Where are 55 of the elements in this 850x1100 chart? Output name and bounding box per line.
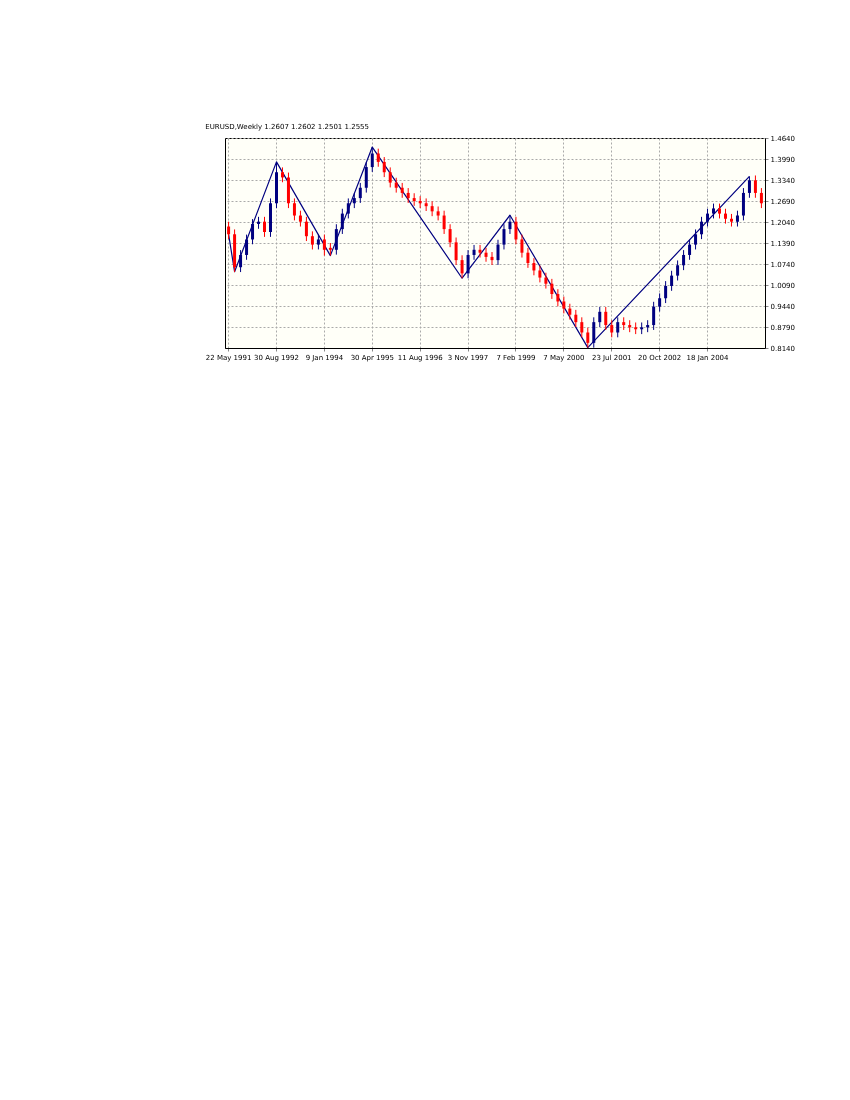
candlestick: [442, 210, 446, 235]
candlestick: [652, 301, 656, 331]
candlestick: [502, 223, 506, 250]
candlestick: [508, 214, 512, 235]
candlestick: [239, 249, 243, 273]
candlestick: [580, 316, 584, 338]
candlestick: [616, 316, 620, 338]
candlestick: [430, 200, 434, 217]
candlestick: [388, 166, 392, 188]
candlestick: [544, 272, 548, 290]
candlestick: [682, 249, 686, 271]
candlestick: [514, 216, 518, 245]
candlestick: [532, 257, 536, 276]
candlestick: [382, 156, 386, 178]
candlestick: [753, 174, 757, 199]
candlestick: [346, 197, 350, 219]
candlestick: [496, 239, 500, 266]
candlestick: [454, 237, 458, 266]
candlestick: [472, 244, 476, 261]
candlestick: [658, 292, 662, 312]
candlestick: [694, 228, 698, 250]
candlestick: [263, 216, 267, 238]
candlestick: [598, 306, 602, 328]
candlestick: [448, 223, 452, 248]
candlestick: [251, 218, 255, 245]
candlestick: [304, 216, 308, 242]
candlestick: [484, 247, 488, 263]
candlestick: [550, 278, 554, 300]
candlestick: [586, 327, 590, 349]
candlestick: [358, 182, 362, 204]
candlestick: [538, 265, 542, 283]
candlestick: [364, 161, 368, 194]
candlestick: [526, 247, 530, 269]
candlestick: [322, 234, 326, 257]
candlestick: [688, 239, 692, 261]
candlestick: [292, 197, 296, 221]
candlestick: [340, 208, 344, 235]
candlestick: [310, 230, 314, 250]
candlestick: [520, 234, 524, 259]
candlestick: [460, 254, 464, 279]
candlestick: [436, 205, 440, 221]
candlestick: [334, 223, 338, 256]
candlestick: [604, 306, 608, 331]
candlestick: [741, 187, 745, 221]
candlestick: [700, 216, 704, 240]
candlestick: [466, 249, 470, 279]
candlestick: [664, 280, 668, 304]
candlestick: [670, 270, 674, 292]
candlestick: [376, 148, 380, 168]
candlestick: [759, 187, 763, 209]
candlestick: [556, 288, 560, 307]
candlestick: [676, 259, 680, 281]
candlestick: [478, 244, 482, 259]
candlestick: [245, 234, 249, 261]
candlestick: [490, 251, 494, 266]
